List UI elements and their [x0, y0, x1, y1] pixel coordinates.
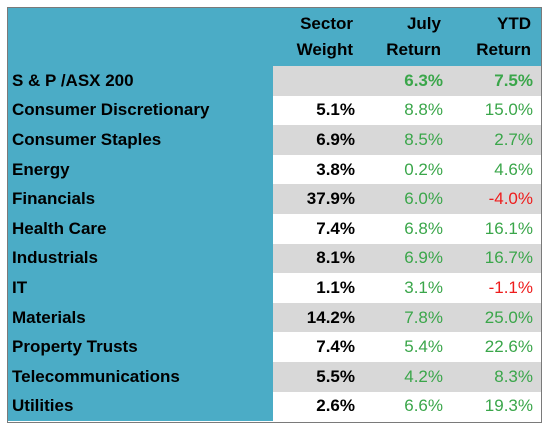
table-row: IT 1.1% 3.1% -1.1%	[8, 273, 541, 303]
table-row: Consumer Discretionary 5.1% 8.8% 15.0%	[8, 95, 541, 126]
header-sector-weight-line2: Weight	[296, 40, 353, 59]
sector-name-cell: Industrials	[8, 243, 273, 274]
sector-weight-cell	[273, 66, 363, 96]
ytd-return-cell: 8.3%	[451, 361, 541, 392]
ytd-return-cell: 19.3%	[484, 396, 533, 416]
sector-name-cell: Materials	[8, 302, 273, 333]
table-row: Energy 3.8% 0.2% 4.6%	[8, 154, 541, 185]
july-return-cell: 6.6%	[404, 396, 443, 416]
table-row: Property Trusts 7.4% 5.4% 22.6%	[8, 332, 541, 362]
table-row: Financials 37.9% 6.0% -4.0%	[8, 184, 541, 214]
header-july-return-line2: Return	[386, 40, 441, 59]
ytd-return-cell: -1.1%	[488, 277, 533, 297]
header-ytd-return-line1: YTD	[497, 14, 531, 33]
july-return-cell: 4.2%	[363, 361, 451, 392]
july-return-cell: 6.3%	[363, 66, 451, 96]
sector-name-cell: IT	[8, 273, 273, 303]
ytd-return-cell: -4.0%	[451, 184, 541, 214]
table-row: S & P /ASX 200 6.3% 7.5%	[8, 66, 541, 96]
sector-returns-table: Sector Weight July Return YTD Return S &…	[8, 8, 541, 422]
ytd-return-cell: 22.6%	[484, 337, 533, 357]
sector-weight-cell: 5.1%	[316, 100, 355, 120]
sector-returns-table-frame: Sector Weight July Return YTD Return S &…	[7, 7, 542, 423]
table-row: Consumer Staples 6.9% 8.5% 2.7%	[8, 125, 541, 155]
sector-weight-cell: 14.2%	[273, 302, 363, 333]
sector-name-cell: Telecommunications	[8, 361, 273, 392]
sector-name-cell: Utilities	[8, 391, 273, 422]
sector-weight-cell: 3.8%	[316, 159, 355, 179]
sector-weight-cell: 7.4%	[316, 218, 355, 238]
table-row: Health Care 7.4% 6.8% 16.1%	[8, 213, 541, 244]
header-july-return-line1: July	[406, 14, 441, 33]
sector-name-cell: Health Care	[8, 213, 273, 244]
header-july-return: July Return	[363, 8, 451, 66]
july-return-cell: 5.4%	[404, 337, 443, 357]
header-sector-weight-line1: Sector	[300, 14, 353, 33]
sector-name-cell: S & P /ASX 200	[8, 66, 273, 96]
table-row: Materials 14.2% 7.8% 25.0%	[8, 302, 541, 333]
header-sector-weight: Sector Weight	[273, 8, 363, 66]
sector-weight-cell: 5.5%	[273, 361, 363, 392]
sector-weight-cell: 2.6%	[316, 396, 355, 416]
ytd-return-cell: 25.0%	[451, 302, 541, 333]
july-return-cell: 6.8%	[404, 218, 443, 238]
table-row: Industrials 8.1% 6.9% 16.7%	[8, 243, 541, 274]
ytd-return-cell: 7.5%	[451, 66, 541, 96]
sector-name-cell: Property Trusts	[8, 332, 273, 362]
header-ytd-return-line2: Return	[476, 40, 531, 59]
sector-weight-cell: 8.1%	[273, 243, 363, 274]
sector-weight-cell: 6.9%	[273, 125, 363, 155]
july-return-cell: 3.1%	[404, 277, 443, 297]
sector-name-cell: Consumer Staples	[8, 125, 273, 155]
july-return-cell: 8.8%	[404, 100, 443, 120]
ytd-return-cell: 15.0%	[484, 100, 533, 120]
sector-name-cell: Financials	[8, 184, 273, 214]
header-sector	[8, 8, 273, 66]
sector-name-cell: Consumer Discretionary	[8, 95, 273, 126]
ytd-return-cell: 2.7%	[451, 125, 541, 155]
sector-name-cell: Energy	[8, 154, 273, 185]
table-row: Utilities 2.6% 6.6% 19.3%	[8, 391, 541, 422]
table-row: Telecommunications 5.5% 4.2% 8.3%	[8, 361, 541, 392]
ytd-return-cell: 4.6%	[494, 159, 533, 179]
ytd-return-cell: 16.1%	[484, 218, 533, 238]
july-return-cell: 6.0%	[363, 184, 451, 214]
july-return-cell: 6.9%	[363, 243, 451, 274]
july-return-cell: 0.2%	[404, 159, 443, 179]
sector-weight-cell: 1.1%	[316, 277, 355, 297]
header-ytd-return: YTD Return	[451, 8, 541, 66]
header-row: Sector Weight July Return YTD Return	[8, 8, 541, 66]
july-return-cell: 7.8%	[363, 302, 451, 333]
ytd-return-cell: 16.7%	[451, 243, 541, 274]
july-return-cell: 8.5%	[363, 125, 451, 155]
sector-weight-cell: 7.4%	[316, 337, 355, 357]
sector-weight-cell: 37.9%	[273, 184, 363, 214]
